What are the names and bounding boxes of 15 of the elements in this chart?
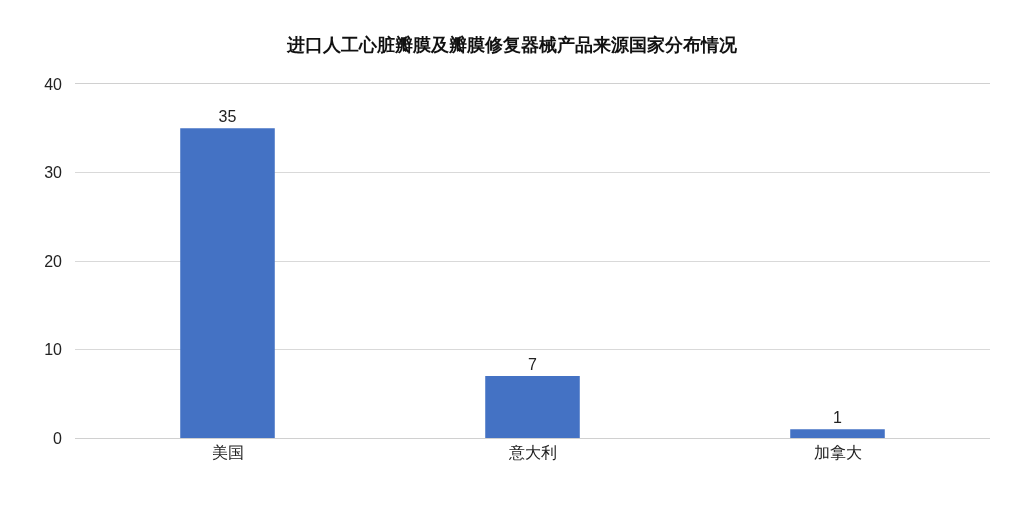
x-tick-label: 意大利 [507, 444, 557, 462]
y-tick-label: 40 [44, 75, 63, 93]
y-tick-label: 10 [44, 341, 63, 359]
bar [485, 376, 580, 438]
data-label: 1 [833, 409, 843, 427]
bar [790, 429, 885, 438]
y-tick-label: 30 [44, 164, 63, 182]
x-tick-label: 加拿大 [813, 444, 862, 462]
data-label: 35 [218, 108, 237, 126]
data-label: 7 [528, 356, 538, 374]
y-tick-label: 0 [53, 429, 63, 447]
y-tick-label: 20 [44, 252, 63, 270]
x-tick-label: 美国 [211, 444, 244, 462]
bar [180, 128, 275, 438]
chart-title: 进口人工心脏瓣膜及瓣膜修复器械产品来源国家分布情况 [286, 35, 738, 56]
